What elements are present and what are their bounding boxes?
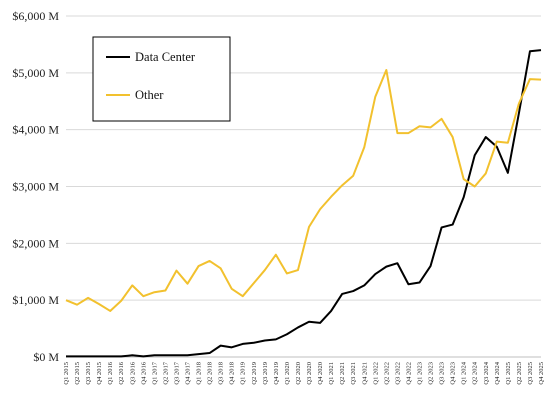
x-tick-label: Q3 2020 (306, 362, 313, 385)
x-tick-label: Q1 2022 (372, 362, 379, 385)
x-tick-label: Q1 2018 (196, 362, 203, 385)
y-tick-label: $1,000 M (12, 293, 59, 307)
x-tick-label: Q3 2024 (483, 361, 490, 384)
x-tick-label: Q2 2017 (162, 361, 169, 384)
x-tick-label: Q3 2017 (173, 361, 180, 384)
x-axis-ticks: Q1 2015 Q2 2015 Q3 2015 Q4 2015 Q1 2016 Q2 20… (63, 361, 545, 384)
x-tick-label: Q2 2024 (472, 361, 479, 384)
legend: Data Center Other (92, 36, 231, 122)
x-tick-label: Q3 2016 (129, 361, 136, 384)
x-tick-label: Q2 2019 (251, 362, 258, 385)
x-tick-label: Q1 2020 (284, 362, 291, 385)
x-tick-label: Q1 2016 (107, 361, 114, 384)
x-tick-label: Q3 2022 (394, 362, 401, 385)
x-tick-label: Q4 2025 (538, 362, 545, 385)
x-tick-label: Q4 2015 (96, 362, 103, 385)
x-tick-label: Q4 2021 (361, 362, 368, 385)
x-tick-label: Q4 2019 (273, 362, 280, 385)
x-tick-label: Q4 2020 (317, 362, 324, 385)
y-tick-label: $0 M (33, 350, 59, 364)
x-tick-label: Q3 2021 (350, 362, 357, 385)
legend-label-other: Other (135, 88, 164, 102)
y-tick-label: $6,000 M (12, 9, 59, 23)
x-tick-label: Q1 2021 (328, 362, 335, 385)
x-tick-label: Q2 2025 (516, 362, 523, 385)
x-tick-label: Q4 2018 (229, 362, 236, 385)
legend-label-data-center: Data Center (135, 50, 196, 64)
y-tick-label: $2,000 M (12, 236, 59, 250)
series-line-other (65, 68, 542, 312)
x-tick-label: Q1 2023 (416, 362, 423, 385)
y-tick-label: $3,000 M (12, 180, 59, 194)
y-axis-ticks: $0 M $1,000 M $2,000 M $3,000 M $4,000 M $5,0… (12, 9, 59, 364)
series-line-data-center (66, 49, 542, 358)
x-tick-label: Q2 2015 (74, 362, 81, 385)
x-tick-label: Q1 2017 (151, 361, 158, 384)
x-tick-label: Q1 2019 (240, 362, 247, 385)
series-lines (65, 49, 542, 358)
x-tick-label: Q4 2024 (494, 361, 501, 384)
x-tick-label: Q4 2017 (185, 361, 192, 384)
x-tick-label: Q3 2018 (218, 362, 225, 385)
x-tick-label: Q2 2023 (428, 362, 435, 385)
x-tick-label: Q2 2021 (339, 362, 346, 385)
x-tick-label: Q3 2025 (527, 362, 534, 385)
x-tick-label: Q1 2024 (461, 361, 468, 384)
x-tick-label: Q3 2023 (439, 362, 446, 385)
y-tick-label: $5,000 M (12, 66, 59, 80)
y-tick-label: $4,000 M (12, 123, 59, 137)
legend-box (92, 36, 231, 122)
x-tick-label: Q2 2016 (118, 361, 125, 384)
x-tick-label: Q1 2025 (505, 362, 512, 385)
x-tick-label: Q3 2019 (262, 362, 269, 385)
x-tick-label: Q4 2016 (140, 361, 147, 384)
x-tick-label: Q4 2023 (450, 362, 457, 385)
x-tick-label: Q4 2022 (405, 362, 412, 385)
x-tick-label: Q2 2020 (295, 362, 302, 385)
x-tick-label: Q2 2018 (207, 362, 214, 385)
x-tick-label: Q2 2022 (383, 362, 390, 385)
x-tick-label: Q1 2015 (63, 362, 70, 385)
x-tick-label: Q3 2015 (85, 362, 92, 385)
